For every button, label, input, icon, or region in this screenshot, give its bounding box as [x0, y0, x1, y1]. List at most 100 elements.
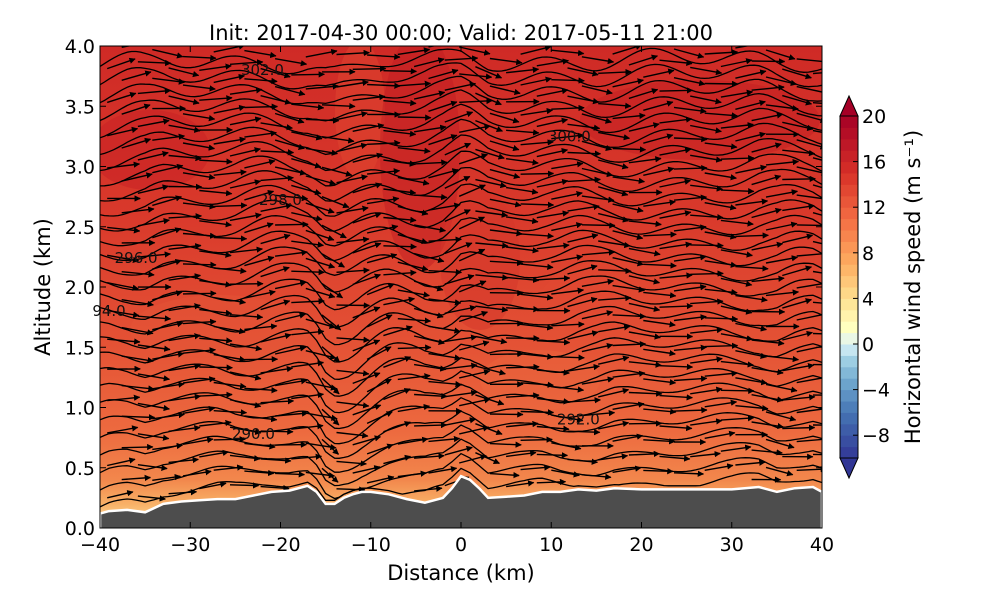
wind-vector	[229, 399, 262, 409]
wind-vector	[612, 203, 644, 213]
x-tick-label: 10	[539, 534, 563, 556]
wind-vector	[475, 335, 508, 345]
wind-vector	[428, 202, 461, 211]
wind-vector	[213, 202, 248, 209]
wind-vector	[765, 158, 800, 166]
wind-vector	[628, 450, 661, 458]
colorbar-segment	[840, 321, 858, 334]
x-tick-label: −40	[80, 534, 120, 556]
wind-vector	[475, 92, 502, 106]
wind-vector	[305, 83, 339, 90]
wind-vector	[475, 148, 505, 160]
wind-vector	[275, 410, 309, 417]
wind-vector	[459, 46, 491, 56]
wind-vector	[782, 68, 812, 80]
wind-vector	[581, 376, 615, 385]
wind-vector	[704, 49, 739, 56]
isentrope-line	[100, 438, 822, 487]
wind-vector	[414, 159, 448, 166]
wind-vector	[229, 87, 263, 95]
wind-vector	[383, 296, 416, 306]
wind-vector	[720, 444, 752, 452]
wind-vector	[704, 202, 737, 211]
wind-vector	[536, 425, 570, 432]
wind-vector	[336, 431, 369, 439]
wind-vector	[720, 333, 754, 342]
wind-vector	[536, 242, 570, 250]
wind-vector	[397, 470, 427, 478]
wind-vector	[199, 63, 232, 71]
colorbar-tick-label: 20	[862, 106, 886, 128]
wind-vector	[796, 112, 822, 124]
x-tick-label: 20	[629, 534, 653, 556]
wind-vector	[444, 209, 471, 223]
wind-vector	[567, 123, 601, 131]
wind-vector	[383, 68, 418, 75]
wind-vector	[199, 364, 233, 371]
wind-vector	[168, 489, 198, 496]
wind-vector	[260, 122, 293, 131]
contour-label: 302.0	[241, 61, 284, 79]
wind-vector	[199, 337, 233, 344]
isentrope-line	[100, 103, 822, 139]
wind-vector	[643, 199, 676, 207]
wind-vector	[735, 69, 767, 79]
wind-vector	[291, 103, 325, 111]
isentrope-line	[100, 75, 822, 105]
wind-vector	[643, 378, 677, 386]
wind-vector	[428, 380, 462, 388]
wind-vector	[274, 378, 308, 387]
wind-vector	[121, 271, 155, 278]
wind-vector	[598, 68, 632, 76]
wind-vector	[735, 131, 767, 142]
wind-vector	[598, 131, 631, 141]
wind-vector	[291, 328, 325, 336]
wind-vector	[213, 169, 247, 176]
wind-vector	[414, 421, 448, 429]
wind-vector	[199, 250, 232, 258]
wind-vector	[229, 482, 260, 489]
wind-vector	[628, 156, 662, 164]
contour-label: 290.0	[232, 425, 275, 443]
wind-vector	[244, 255, 275, 267]
wind-vector	[291, 453, 323, 460]
y-axis: 0.0 0.5 1.0 1.5 2.0 2.5 3.0 3.5 4.0	[65, 36, 822, 540]
wind-vector	[260, 398, 295, 405]
wind-vector	[520, 436, 553, 443]
colorbar-tick-label: −4	[862, 380, 890, 402]
contour-label: 292.0	[557, 411, 600, 429]
wind-vector	[551, 161, 584, 170]
wind-vector	[643, 468, 674, 475]
chart-title: Init: 2017-04-30 00:00; Valid: 2017-05-1…	[209, 21, 713, 45]
wind-vector	[137, 495, 166, 502]
wind-vector	[121, 299, 154, 308]
wind-vector	[152, 320, 184, 331]
wind-vector	[121, 414, 156, 421]
wind-vector	[366, 378, 392, 393]
wind-vector	[291, 423, 324, 430]
wind-vector	[520, 293, 554, 301]
colorbar-segment	[840, 378, 858, 391]
wind-vector	[459, 454, 487, 464]
wind-vector	[383, 356, 412, 368]
wind-vector	[336, 460, 367, 467]
wind-vector	[520, 323, 554, 331]
wind-vector	[413, 280, 444, 292]
wind-vector	[383, 216, 417, 224]
wind-vector	[751, 84, 785, 91]
wind-vector	[291, 71, 325, 78]
wind-vector	[506, 129, 540, 136]
wind-vector	[735, 405, 769, 412]
wind-vector	[735, 377, 768, 386]
wind-vector	[612, 465, 642, 473]
wind-vector	[444, 111, 474, 123]
colorbar-frame	[839, 115, 859, 459]
wind-vector	[352, 242, 382, 254]
wind-vector	[489, 112, 520, 124]
wind-vector	[383, 325, 413, 337]
wind-vector	[782, 121, 814, 131]
wind-vector	[274, 139, 305, 150]
wind-vector	[121, 137, 152, 149]
wind-vector	[673, 48, 705, 59]
wind-vector	[444, 334, 478, 343]
